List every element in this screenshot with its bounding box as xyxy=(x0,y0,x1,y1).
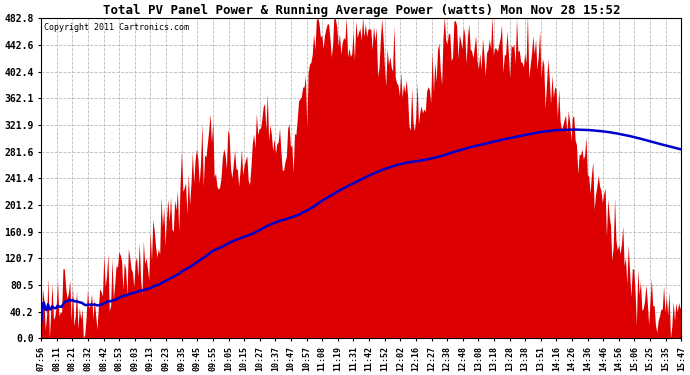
Title: Total PV Panel Power & Running Average Power (watts) Mon Nov 28 15:52: Total PV Panel Power & Running Average P… xyxy=(103,4,620,17)
Text: Copyright 2011 Cartronics.com: Copyright 2011 Cartronics.com xyxy=(44,23,189,32)
